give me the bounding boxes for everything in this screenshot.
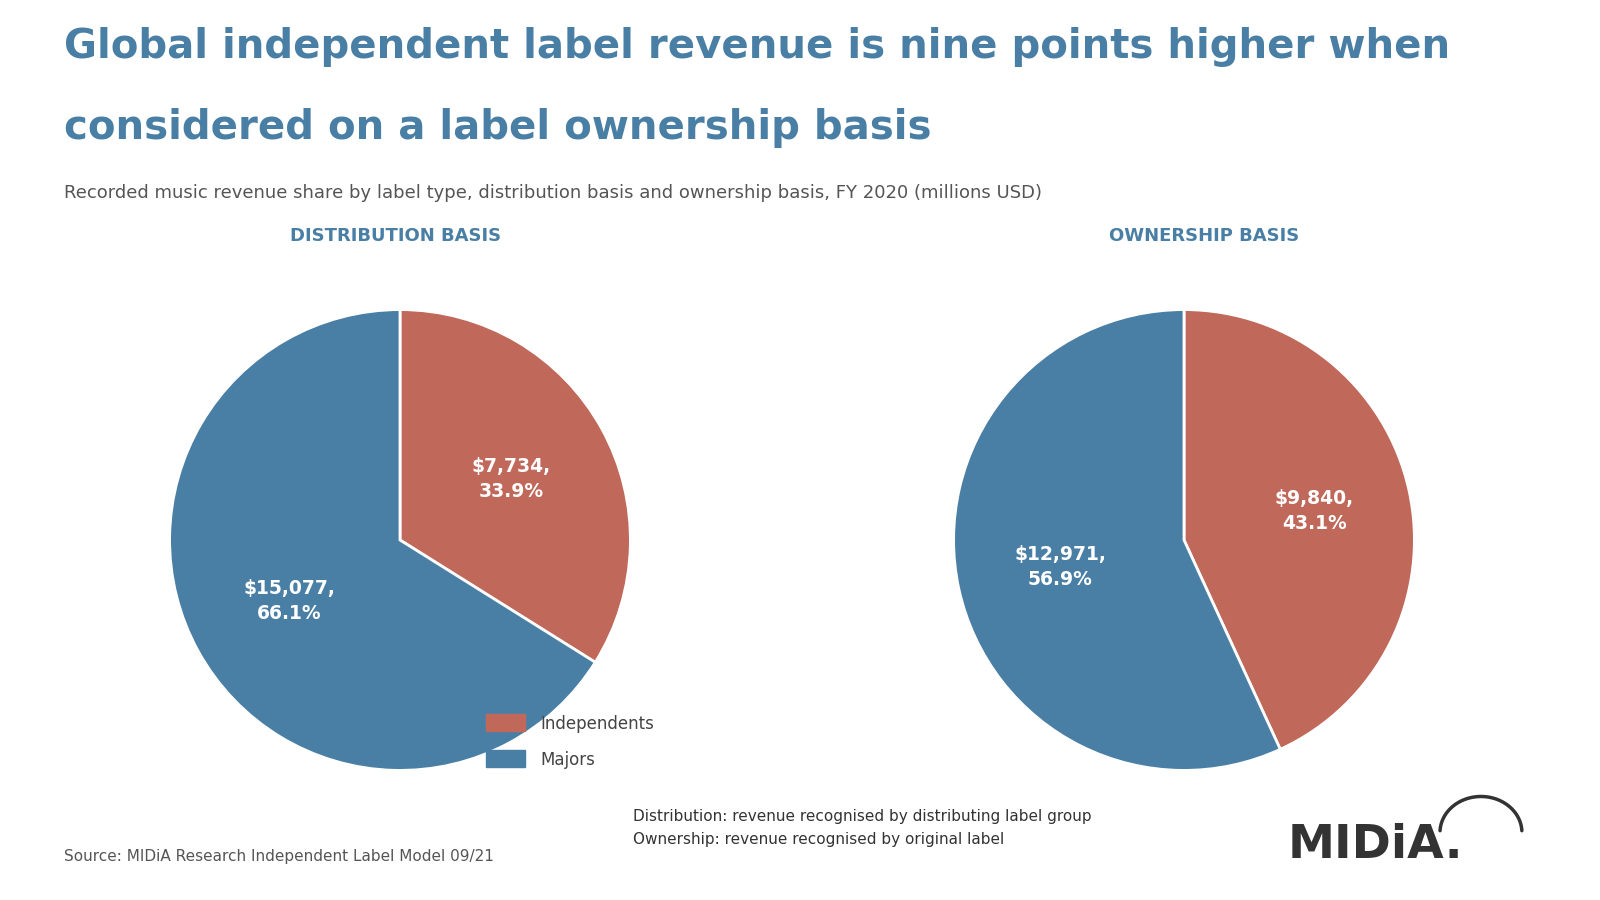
Text: Majors: Majors: [541, 751, 595, 769]
Bar: [486, 750, 525, 767]
Text: $7,734,
33.9%: $7,734, 33.9%: [472, 456, 550, 500]
Wedge shape: [1184, 310, 1414, 750]
Text: DISTRIBUTION BASIS: DISTRIBUTION BASIS: [291, 227, 501, 245]
Text: OWNERSHIP BASIS: OWNERSHIP BASIS: [1109, 227, 1299, 245]
Text: Global independent label revenue is nine points higher when: Global independent label revenue is nine…: [64, 27, 1450, 67]
Text: $12,971,
56.9%: $12,971, 56.9%: [1014, 545, 1106, 590]
Text: Independents: Independents: [541, 715, 654, 733]
Text: $15,077,
66.1%: $15,077, 66.1%: [243, 580, 334, 624]
Wedge shape: [170, 310, 595, 770]
Text: $9,840,
43.1%: $9,840, 43.1%: [1275, 490, 1354, 534]
Wedge shape: [954, 310, 1280, 770]
Bar: [486, 714, 525, 731]
Wedge shape: [400, 310, 630, 662]
Text: Source: MIDiA Research Independent Label Model 09/21: Source: MIDiA Research Independent Label…: [64, 849, 494, 864]
Text: considered on a label ownership basis: considered on a label ownership basis: [64, 108, 931, 148]
Text: MIDiA.: MIDiA.: [1288, 823, 1464, 868]
Text: Recorded music revenue share by label type, distribution basis and ownership bas: Recorded music revenue share by label ty…: [64, 184, 1042, 202]
Text: Distribution: revenue recognised by distributing label group
Ownership: revenue : Distribution: revenue recognised by dist…: [632, 809, 1091, 847]
